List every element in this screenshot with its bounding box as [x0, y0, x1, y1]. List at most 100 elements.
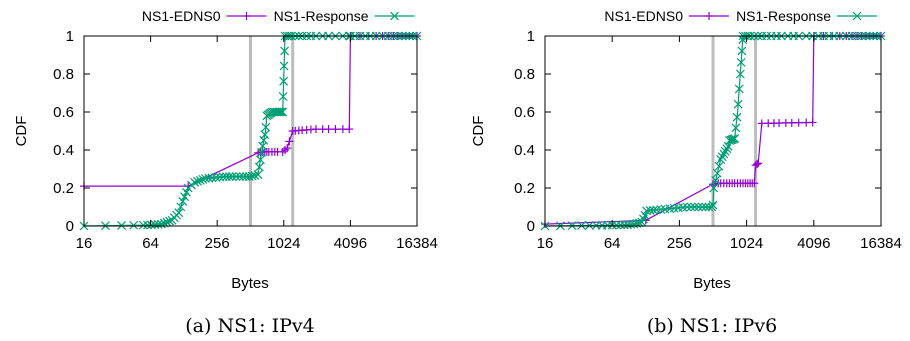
data-point [750, 179, 759, 188]
data-point [260, 130, 270, 140]
y-tick-label: 0.6 [514, 104, 535, 121]
data-point [162, 217, 172, 227]
legend-label: NS1-Response [736, 8, 831, 24]
x-tick-label: 16 [76, 235, 93, 252]
data-point [775, 119, 784, 128]
data-point [712, 168, 722, 178]
legend-entry: NS1-EDNS0 [604, 8, 729, 24]
data-point [129, 220, 139, 230]
legend-entry: NS1-EDNS0 [142, 8, 267, 24]
y-tick-label: 0.6 [53, 104, 74, 121]
x-axis-label: Bytes [231, 275, 269, 292]
data-point [279, 76, 289, 86]
legend-entry: NS1-Response [274, 8, 415, 24]
y-axis-label: CDF [470, 116, 487, 147]
x-tick-label: 64 [142, 235, 159, 252]
data-point [787, 118, 796, 127]
data-point [174, 208, 184, 218]
data-point [324, 125, 333, 134]
data-point [697, 202, 707, 212]
x-tick-label: 16384 [860, 235, 902, 252]
data-point [717, 152, 727, 162]
axis-ticks: 16 64 256 1024 4096 16384 0 0.2 0.4 0.6 0.8 1 [53, 28, 438, 252]
data-point [204, 173, 214, 183]
plot-frame [544, 35, 882, 227]
data-point [730, 134, 740, 144]
data-point [274, 107, 284, 117]
data-point [253, 170, 263, 180]
data-point [207, 173, 217, 183]
data-point [235, 172, 245, 182]
data-point [612, 220, 621, 230]
legend-label: NS1-Response [274, 8, 369, 24]
data-point [165, 216, 175, 226]
data-point [686, 202, 696, 212]
data-point [250, 170, 260, 180]
y-tick-label: 1 [527, 28, 535, 45]
y-tick-label: 0.2 [514, 180, 535, 197]
axis-ticks: 16 64 256 1024 4096 16384 0 0.2 0.4 0.6 0.8 1 [514, 28, 902, 252]
y-tick-label: 0 [527, 218, 535, 235]
data-point [280, 46, 289, 56]
panel-caption: (b) NS1: IPv6 [647, 315, 777, 337]
data-point [731, 123, 741, 133]
data-point [701, 202, 711, 212]
data-point [345, 125, 354, 134]
data-point [195, 175, 205, 185]
data-point [285, 137, 294, 146]
data-point [224, 172, 234, 182]
x-tick-label: 4096 [334, 235, 367, 252]
threshold-lines [711, 36, 758, 226]
data-point [176, 202, 186, 212]
chart-panel-a: CDF Bytes 16 64 256 1024 4096 16384 0 0.2 0.4 0.6… [13, 8, 438, 337]
data-point [714, 161, 724, 171]
data-point [669, 203, 679, 213]
x-tick-label: 4096 [797, 235, 830, 252]
data-point [278, 92, 288, 101]
data-point [738, 35, 748, 45]
data-point [754, 159, 763, 168]
data-point [733, 99, 743, 109]
panel-caption: (a) NS1: IPv4 [185, 315, 314, 337]
y-tick-label: 0.4 [514, 142, 535, 159]
x-axis-label: Bytes [693, 275, 731, 292]
data-point [753, 160, 762, 169]
x-tick-label: 1024 [730, 235, 763, 252]
data-point [283, 144, 292, 153]
x-tick-label: 256 [667, 235, 692, 252]
data-point [711, 176, 721, 185]
data-point [227, 172, 237, 182]
data-point [275, 107, 285, 117]
data-point [735, 69, 745, 79]
data-point [211, 173, 221, 182]
data-point [629, 219, 639, 229]
data-point [138, 220, 148, 230]
y-tick-label: 0.8 [514, 66, 535, 83]
legend-marker [242, 12, 251, 20]
legend-label: NS1-EDNS0 [604, 8, 683, 24]
data-point [190, 177, 200, 187]
data-point [311, 125, 320, 134]
data-point [709, 183, 719, 193]
series-ns1-response [540, 31, 886, 231]
data-point [734, 84, 744, 94]
data-point [256, 155, 265, 165]
plot-frame [83, 35, 418, 227]
data-point [794, 118, 803, 127]
data-point [616, 220, 625, 230]
legend-marker [390, 11, 399, 21]
legend-marker [705, 12, 713, 20]
legend: NS1-EDNS0 NS1-Response [142, 8, 415, 24]
x-tick-label: 1024 [267, 235, 300, 252]
data-point [331, 125, 340, 134]
data-point [244, 172, 254, 182]
data-point [732, 112, 742, 122]
data-point [180, 192, 190, 202]
data-point [719, 149, 729, 159]
data-point [720, 146, 730, 156]
y-tick-label: 0 [66, 218, 74, 235]
data-point [649, 205, 658, 215]
data-point [193, 176, 202, 186]
data-point [690, 202, 699, 212]
